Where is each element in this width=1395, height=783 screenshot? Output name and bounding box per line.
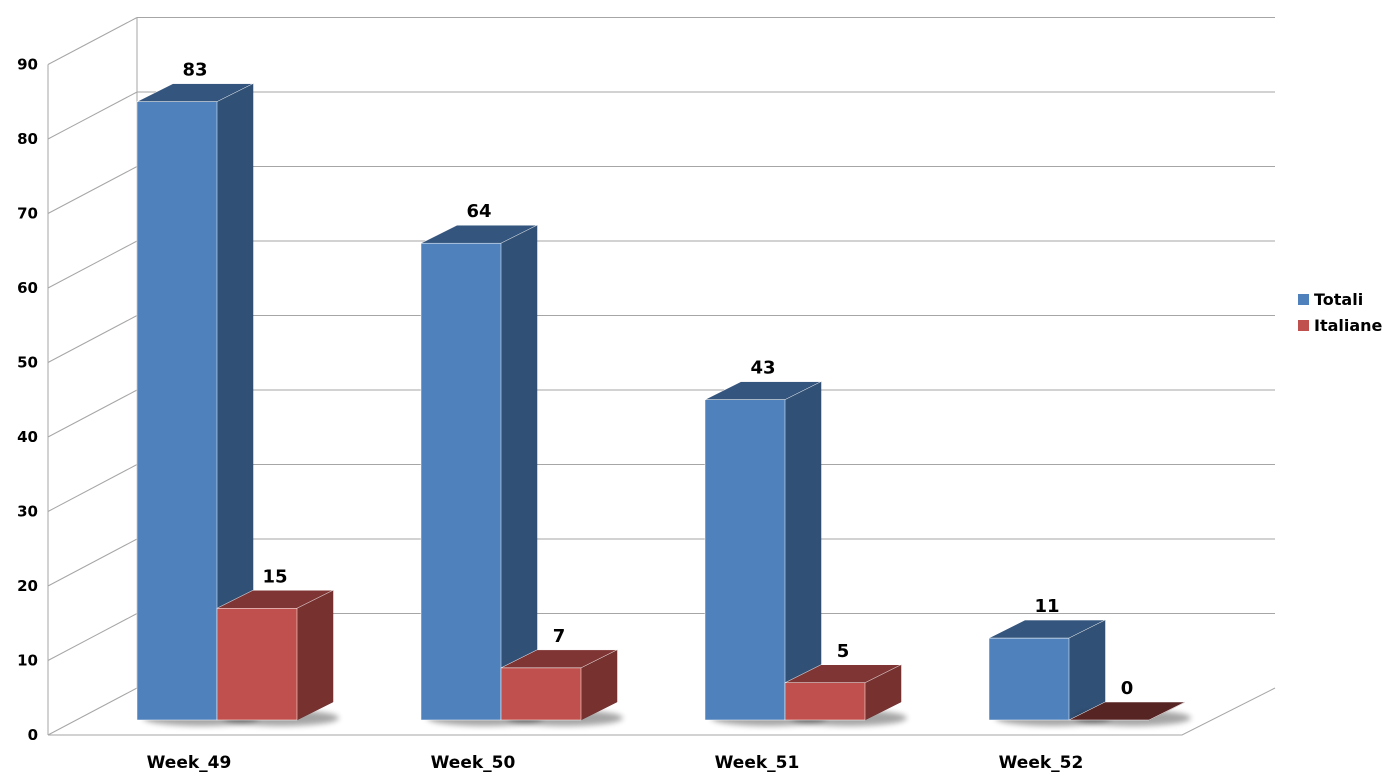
legend-swatch-italiane <box>1298 320 1309 331</box>
y-tick-label: 0 <box>28 726 38 744</box>
x-axis: Week_49 Week_50 Week_51 Week_52 <box>147 753 1084 773</box>
y-tick-label: 30 <box>17 503 38 521</box>
y-tick-label: 70 <box>17 205 38 223</box>
data-label-totali-week_49: 83 <box>182 60 207 81</box>
bar-top <box>500 649 618 669</box>
bar-totali-week_50 <box>420 224 543 726</box>
bar-top <box>988 619 1106 639</box>
bar-top <box>216 590 334 609</box>
data-label-totali-week_51: 43 <box>750 358 775 379</box>
data-label-italiane-week_50: 7 <box>553 626 566 647</box>
bar-italiane-week_51 <box>784 664 907 726</box>
data-label-totali-week_52: 11 <box>1034 596 1059 617</box>
y-tick-label: 50 <box>17 354 38 372</box>
x-tick-label-week_52: Week_52 <box>999 753 1084 773</box>
bar-totali-week_51 <box>704 381 827 726</box>
bar-top <box>1068 701 1186 721</box>
side-gridline <box>47 166 138 214</box>
floor-edge <box>48 687 1276 736</box>
side-gridline <box>47 389 138 438</box>
bar-top <box>784 664 902 683</box>
bar-front <box>420 242 502 721</box>
side-gridline <box>47 538 138 587</box>
data-labels: 83 15 64 7 43 5 11 0 <box>182 60 1133 699</box>
data-label-italiane-week_51: 5 <box>837 641 850 662</box>
bar-front <box>704 399 786 721</box>
bar-front <box>136 101 218 721</box>
bar-italiane-week_49 <box>216 589 339 726</box>
y-tick-label: 20 <box>17 577 38 595</box>
bars <box>136 83 1191 726</box>
bar-top <box>136 83 254 102</box>
y-tick-label: 90 <box>17 56 38 74</box>
bar-front <box>784 682 866 721</box>
side-gridline <box>47 613 138 661</box>
bar-italiane-week_52 <box>1068 701 1191 726</box>
bar-side <box>296 589 334 721</box>
x-tick-label-week_51: Week_51 <box>715 753 800 773</box>
y-axis: 0 10 20 30 40 50 60 70 80 90 <box>17 56 49 744</box>
side-gridline <box>47 240 138 289</box>
bar-top <box>704 381 822 400</box>
side-gridline <box>47 464 138 512</box>
data-label-italiane-week_49: 15 <box>262 566 287 587</box>
side-gridline <box>47 687 138 736</box>
bar-front <box>500 667 582 721</box>
bar-top <box>420 224 538 244</box>
data-label-totali-week_50: 64 <box>466 201 491 222</box>
bar-side <box>500 224 538 721</box>
legend: Totali Italiane <box>1298 290 1383 335</box>
y-tick-label: 10 <box>17 652 38 670</box>
side-gridline <box>47 315 138 363</box>
legend-label-totali: Totali <box>1314 290 1363 309</box>
side-gridline <box>47 91 138 140</box>
x-tick-label-week_50: Week_50 <box>431 753 516 773</box>
legend-label-italiane: Italiane <box>1314 316 1383 335</box>
y-tick-label: 60 <box>17 279 38 297</box>
floor <box>48 687 1276 736</box>
bar-front <box>216 608 298 721</box>
bar-italiane-week_50 <box>500 649 623 726</box>
y-tick-label: 40 <box>17 428 38 446</box>
x-tick-label-week_49: Week_49 <box>147 753 232 773</box>
legend-swatch-totali <box>1298 294 1309 305</box>
side-gridline <box>47 17 138 65</box>
bar-front <box>988 637 1070 721</box>
y-tick-label: 80 <box>17 130 38 148</box>
data-label-italiane-week_52: 0 <box>1121 678 1134 699</box>
